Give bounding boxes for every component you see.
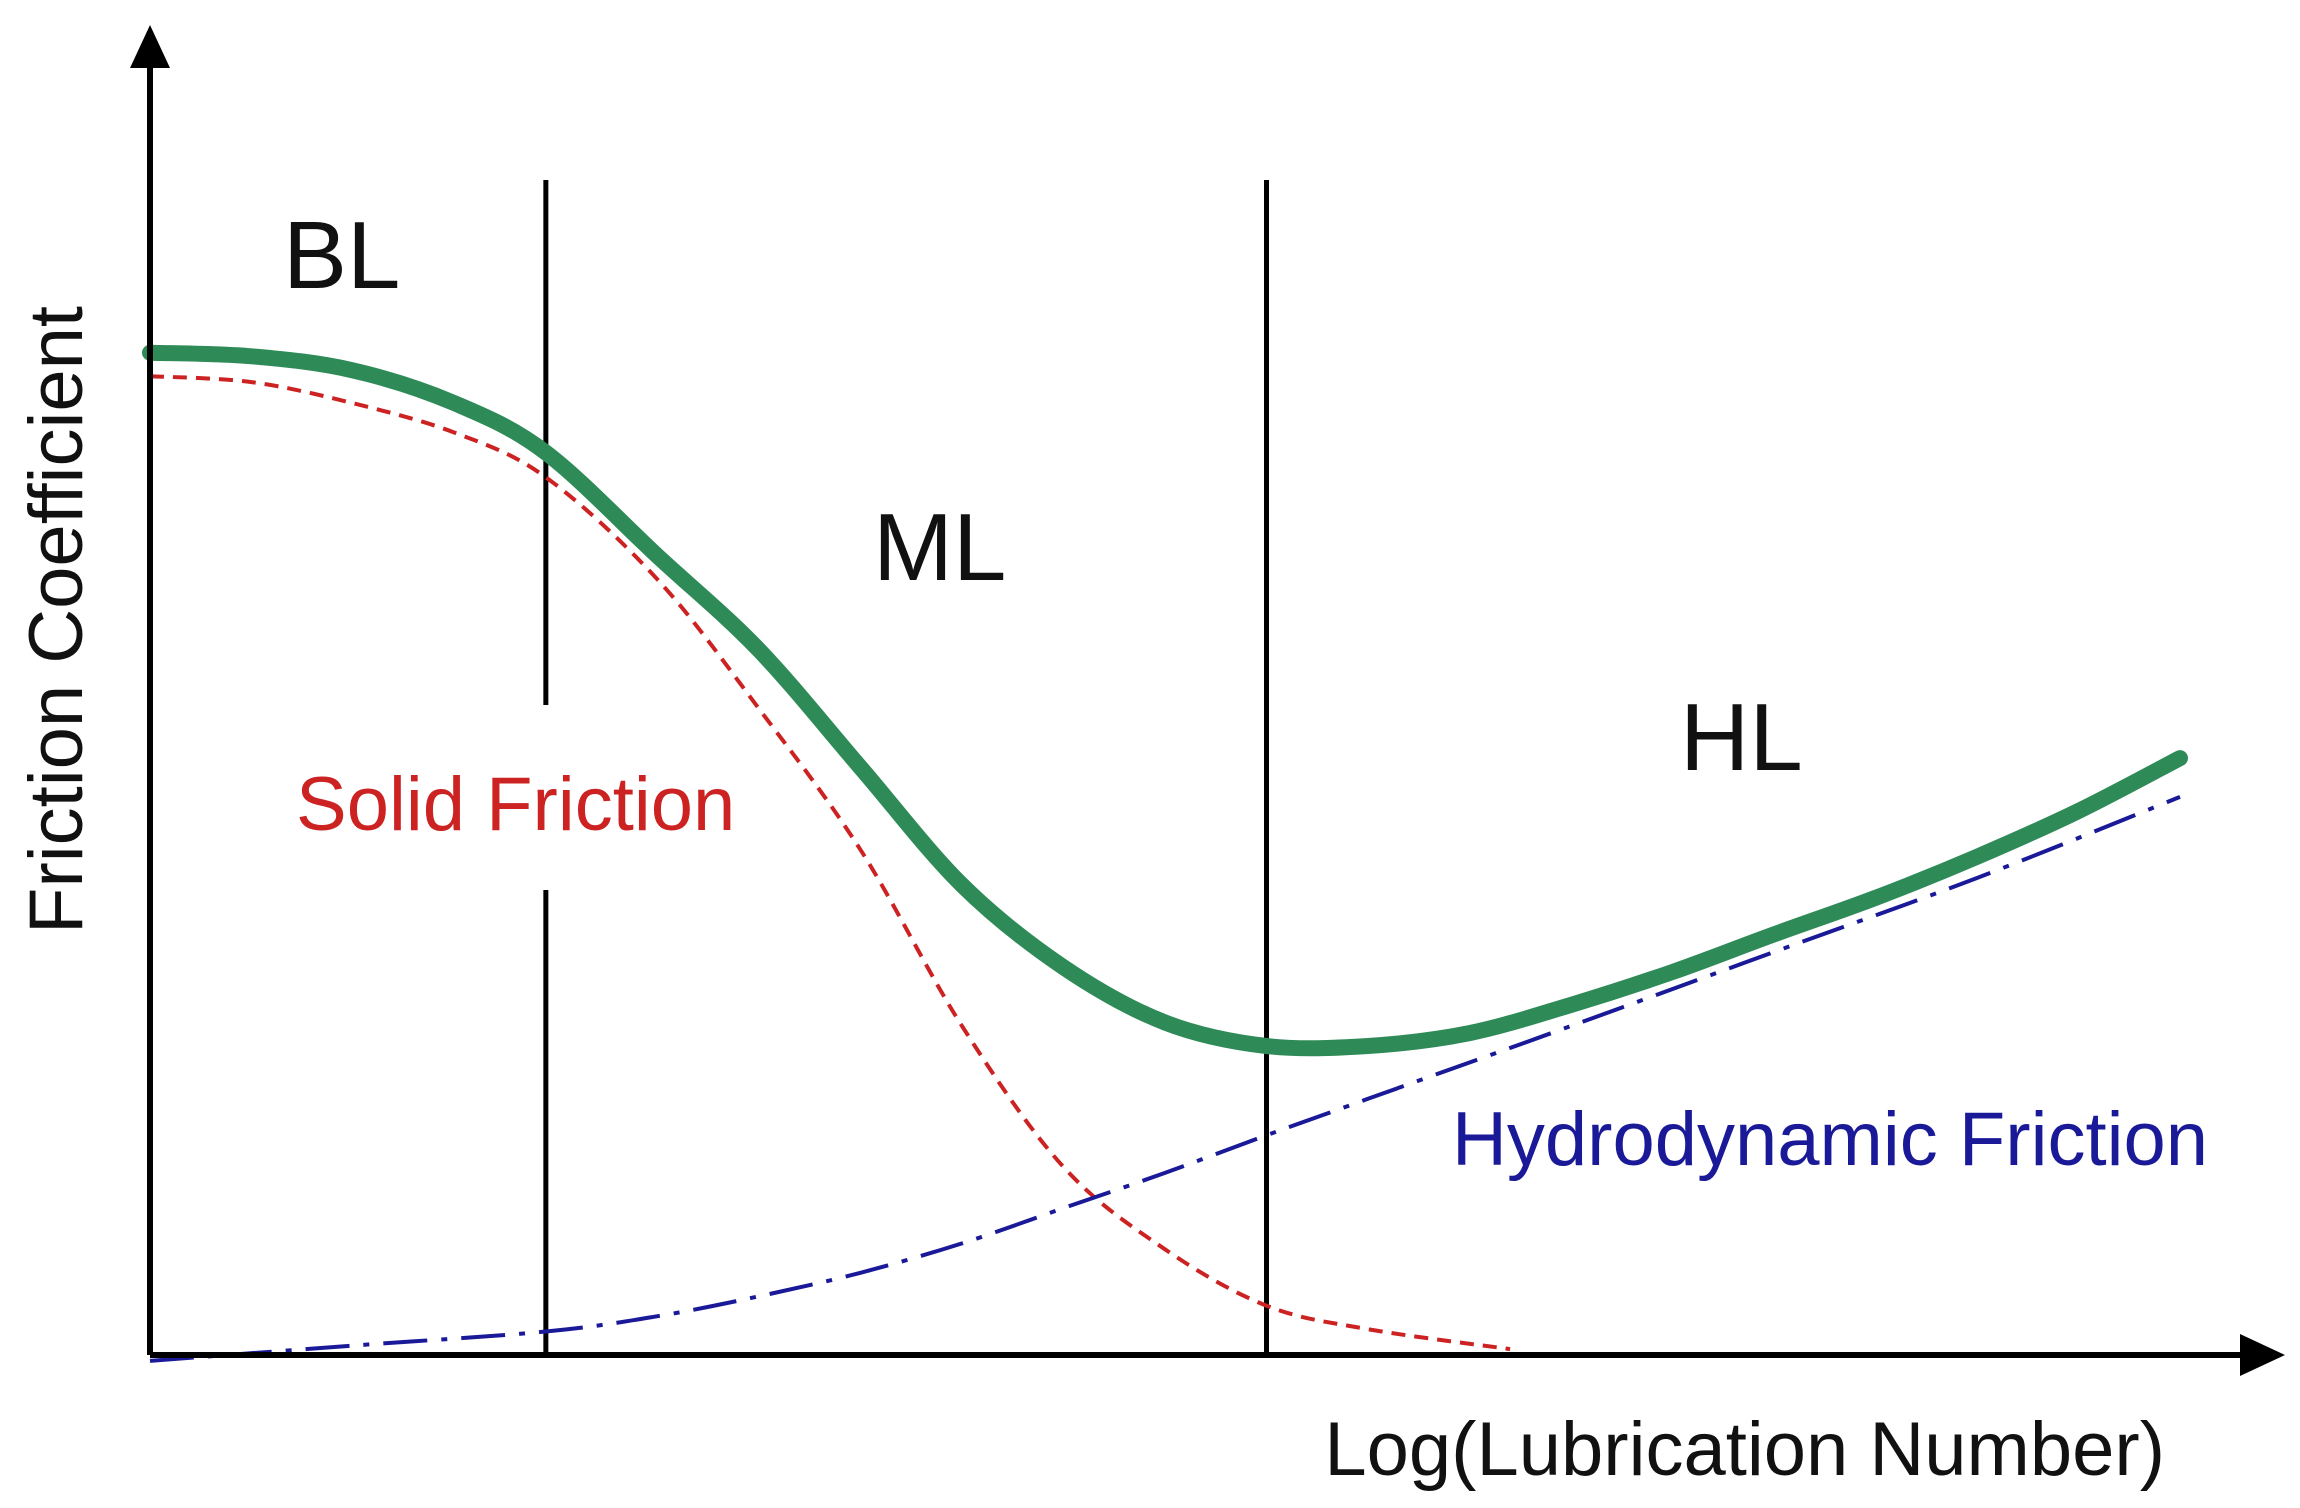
- region-label-hl: HL: [1680, 684, 1803, 791]
- x-axis-arrow: [2240, 1334, 2285, 1376]
- hydrodynamic-friction-line: [149, 795, 2181, 1363]
- stribeck-curve-line: [142, 344, 2188, 1057]
- solid-friction-label: Solid Friction: [296, 762, 735, 847]
- solid-friction-line: [149, 374, 1511, 1352]
- x-axis-title: Log(Lubrication Number): [1324, 1407, 2165, 1492]
- region-label-bl: BL: [283, 202, 400, 309]
- region-label-ml: ML: [873, 494, 1006, 601]
- hydrodynamic-friction-label: Hydrodynamic Friction: [1452, 1097, 2208, 1182]
- y-axis-title: Friction Coefficient: [14, 306, 99, 934]
- plot-area: [142, 180, 2188, 1363]
- y-axis-arrow: [130, 25, 170, 68]
